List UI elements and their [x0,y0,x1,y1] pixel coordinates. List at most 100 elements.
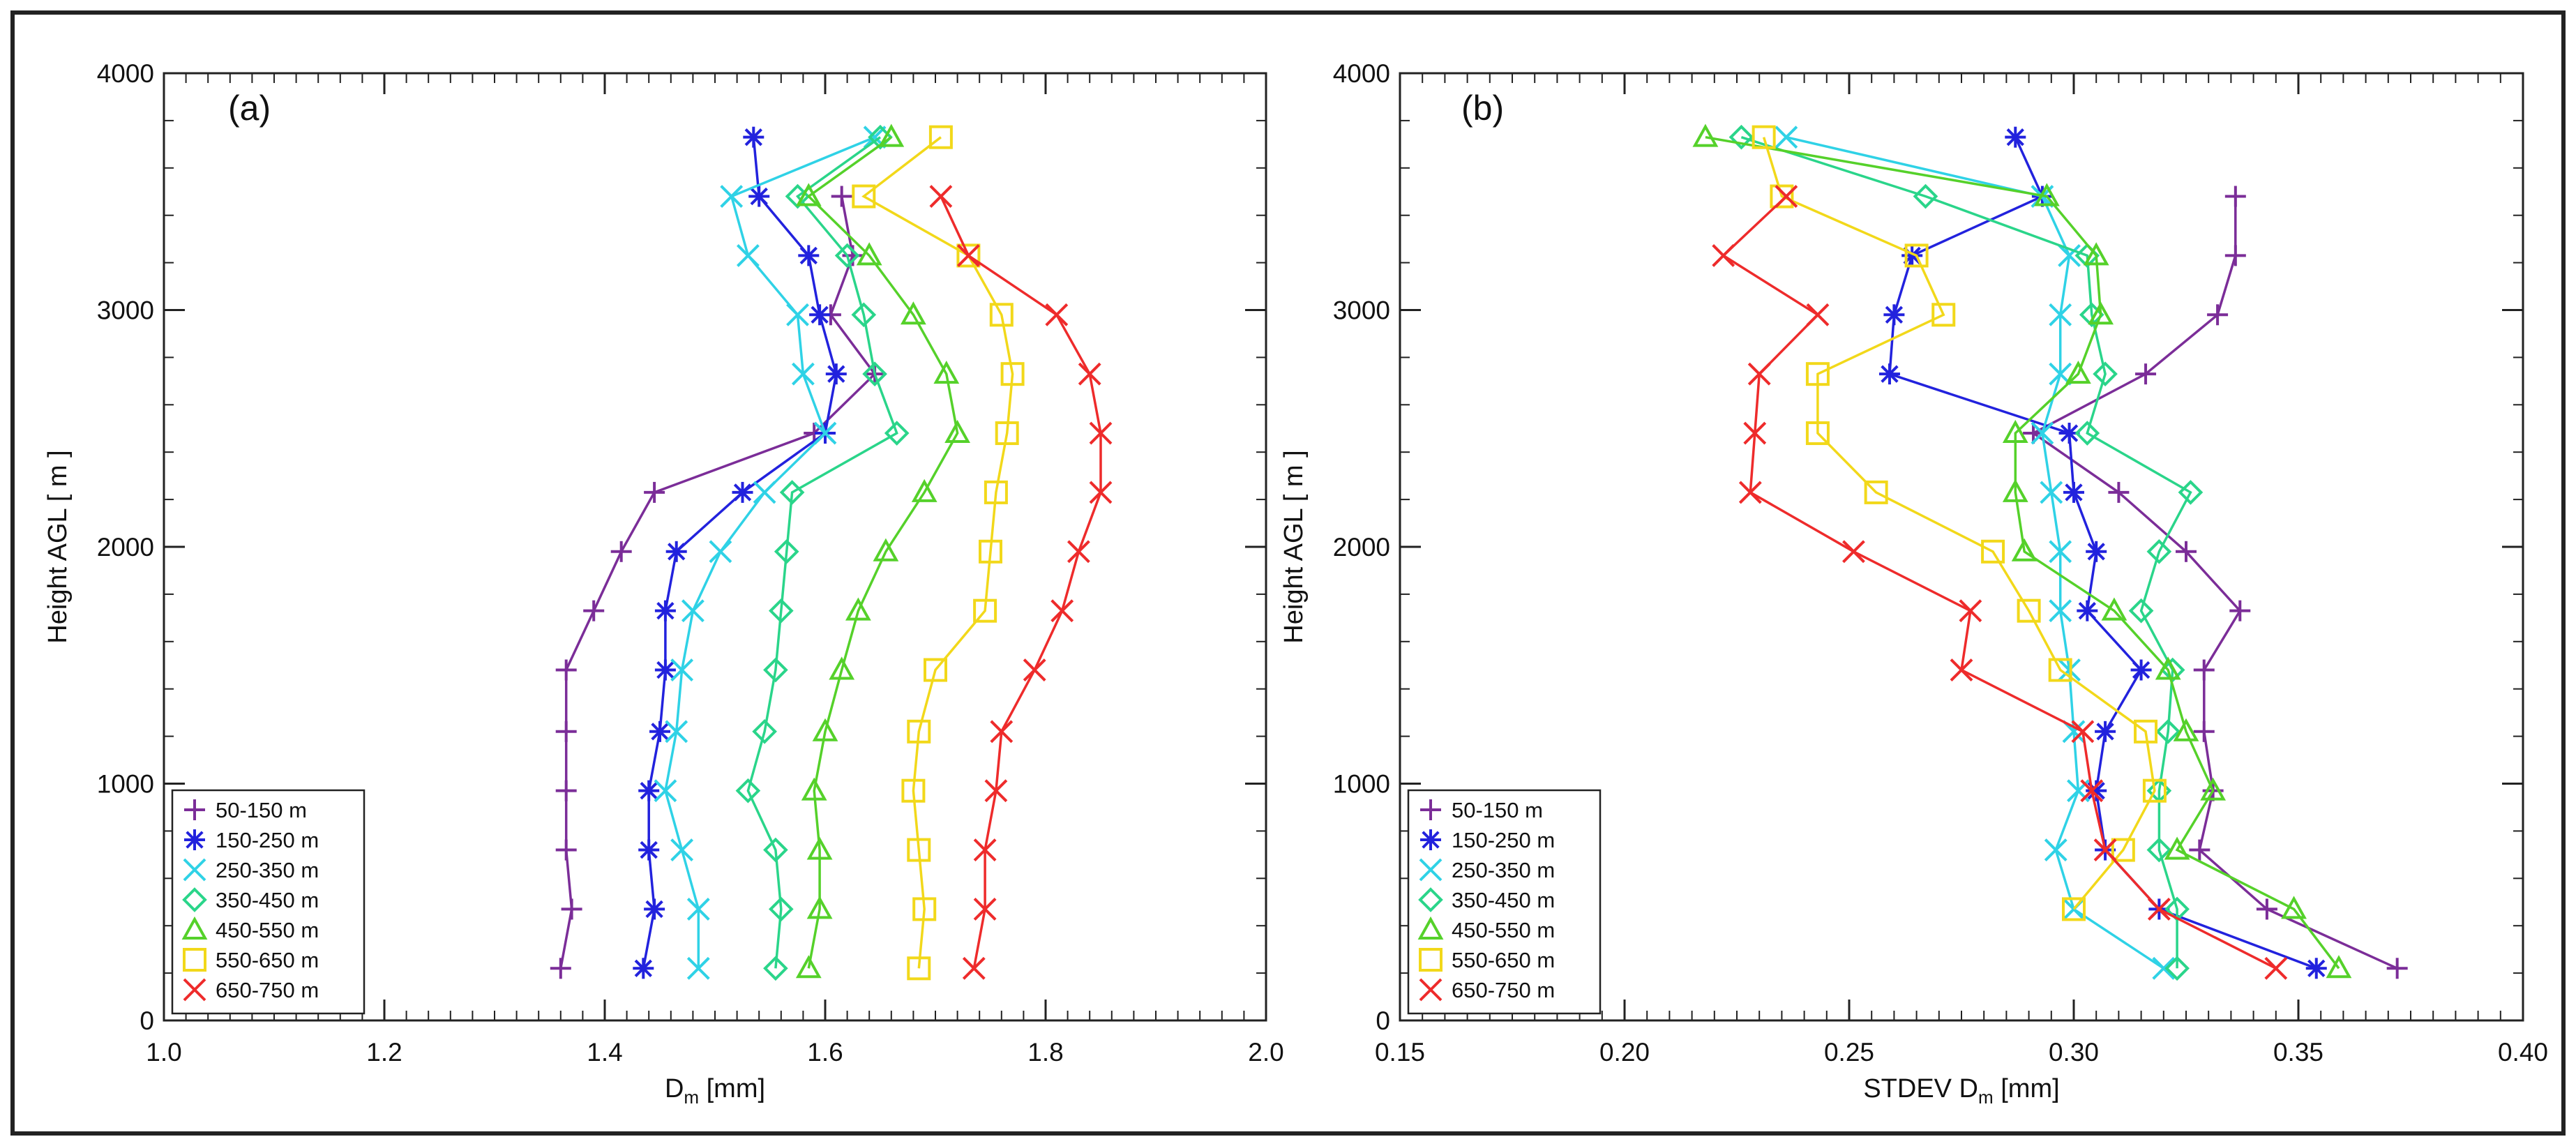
data-point [644,898,665,920]
data-point [1692,123,1719,147]
series-650-750-m [1712,185,2288,980]
data-point [654,659,676,681]
data-point [956,244,980,267]
data-point [884,421,910,446]
legend-marker [183,978,206,1002]
data-point [2193,721,2215,742]
data-point [610,541,632,562]
legend-label: 250-350 m [1452,858,1555,882]
data-point [681,599,705,623]
data-point [907,838,931,862]
data-point [907,956,931,981]
data-point [1805,362,1830,386]
data-point [995,421,1019,446]
data-point [2176,541,2197,562]
data-point [1806,303,1830,326]
data-point [638,780,660,801]
x-tick-label: 0.35 [2273,1038,2323,1066]
data-point [1712,244,1735,267]
data-point [763,837,788,863]
data-point [929,185,953,208]
data-point [1050,599,1074,623]
data-point [1883,304,1905,326]
data-point [2063,481,2084,503]
data-point [1950,658,1973,681]
data-point [2040,481,2063,504]
data-point [831,186,852,207]
y-tick-label: 3000 [1333,296,1390,325]
legend-marker [1419,948,1443,972]
y-tick-label: 1000 [97,770,154,799]
data-point [2002,419,2028,444]
data-point [829,656,855,680]
data-point [2058,423,2080,444]
data-point [1864,480,1888,504]
y-axis-title: Height AGL [ m ] [43,450,73,643]
legend-label: 50-150 m [1452,798,1543,822]
data-point [2095,721,2116,742]
data-point [2044,838,2067,861]
legend-marker [183,858,206,882]
legend-marker [1419,978,1443,1002]
data-point [933,361,960,384]
data-point [2108,481,2130,503]
data-point [990,720,1014,744]
data-point [901,778,926,803]
legend-marker [184,829,205,850]
series-line [1705,135,2340,970]
data-point [873,538,899,561]
data-point [768,896,794,922]
data-point [812,718,838,741]
y-tick-label: 2000 [97,533,154,561]
data-point [2083,242,2109,266]
data-point [825,363,847,385]
data-point [973,838,997,861]
data-point [2049,540,2072,564]
data-point [2071,720,2095,744]
data-point [665,541,687,562]
series-line [746,136,898,969]
x-tick-label: 0.25 [1824,1038,1874,1066]
data-point [561,898,582,920]
data-point [806,896,833,919]
legend-marker [182,887,207,912]
data-point [638,839,660,861]
data-point [2049,303,2072,326]
data-point [2079,302,2104,328]
x-tick-label: 1.2 [366,1038,402,1066]
data-point [901,301,926,325]
data-point [763,657,788,683]
data-point [2281,896,2307,919]
data-point [795,955,822,979]
data-point [732,481,753,503]
legend: 50-150 m 150-250 m 250-350 m 350-450 m 450-5… [1407,789,1602,1015]
data-point [2002,478,2028,502]
series-350-450-m [1728,124,2204,981]
data-point [2111,838,2135,862]
data-point [2033,183,2060,206]
data-point [834,243,860,269]
data-point [2048,658,2072,682]
data-point [989,303,1014,327]
series-550-650-m [852,125,1025,981]
legend-marker [1419,858,1443,882]
data-point [801,777,827,801]
data-point [2152,956,2176,980]
data-point [2093,838,2117,861]
data-point [911,478,937,502]
data-point [2386,958,2408,979]
legend-marker [1418,887,1443,912]
data-point [984,480,1008,504]
data-point [670,838,694,861]
legend-label: 450-550 m [216,918,319,942]
data-point [984,779,1008,803]
legend-label: 650-750 m [216,978,319,1002]
data-point [2128,598,2154,624]
data-point [2178,480,2204,505]
y-tick-label: 0 [1376,1006,1390,1035]
data-point [2088,301,2114,325]
data-point [779,480,805,505]
data-point [2077,600,2098,621]
